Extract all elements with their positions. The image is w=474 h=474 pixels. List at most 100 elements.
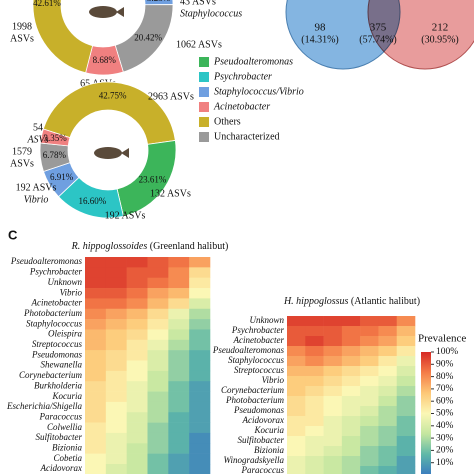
heat-cell <box>126 257 148 268</box>
heat-cell <box>189 308 211 320</box>
heat-cell <box>189 453 211 465</box>
fish-icon <box>94 147 122 159</box>
row-label: Oleispira <box>48 329 83 339</box>
colorbar-tick-label: 30% <box>436 433 454 443</box>
heat-cell <box>105 422 127 434</box>
slice-label: 42.61% <box>33 0 61 8</box>
heat-cell <box>323 446 343 457</box>
heat-cell <box>105 308 127 320</box>
heat-cell <box>147 381 169 392</box>
heat-cell <box>360 366 379 377</box>
heat-cell <box>341 356 361 367</box>
heat-cell <box>378 326 398 337</box>
row-label: Photobacterium <box>225 395 284 405</box>
heat-cell <box>396 396 416 407</box>
heat-cell <box>305 426 324 437</box>
heat-cell <box>126 288 148 299</box>
heat-cell <box>378 386 398 397</box>
heat-cell <box>341 406 361 417</box>
row-label: Kocuria <box>253 425 284 435</box>
heat-cell <box>396 376 416 387</box>
heat-cell <box>305 386 324 397</box>
heat-cell <box>287 436 306 447</box>
heat-cell <box>85 453 107 465</box>
heat-cell <box>189 401 211 413</box>
heat-cell <box>189 329 211 341</box>
row-label: Acinetobacter <box>31 298 83 308</box>
slice-label: 23.61% <box>139 175 167 185</box>
row-label: Psychrobacter <box>29 267 83 277</box>
heat-cell <box>126 267 148 278</box>
heat-cell <box>360 456 379 467</box>
slice-label: 20.42% <box>134 32 162 42</box>
heat-cell <box>378 426 398 437</box>
heat-cell <box>341 336 361 347</box>
heat-cell <box>341 346 361 357</box>
legend-label: Pseudoalteromonas <box>213 56 293 67</box>
outer-label: 1998 <box>12 21 32 32</box>
row-label: Vibrio <box>262 375 285 385</box>
slice-label: 42.75% <box>99 90 127 100</box>
pie-slice <box>39 128 71 147</box>
colorbar-tick-label: 90% <box>436 359 454 369</box>
heat-cell <box>360 356 379 367</box>
heat-cell <box>147 391 169 403</box>
colorbar-tick-label: 20% <box>436 446 454 456</box>
heat-cell <box>85 443 107 454</box>
heat-cell <box>305 346 324 357</box>
slice-label: 8.68% <box>93 55 117 65</box>
heat-cell <box>189 277 211 289</box>
heat-cell <box>147 412 169 423</box>
heat-cell <box>85 464 107 474</box>
heat-cell <box>126 350 148 361</box>
heat-cell <box>305 446 324 457</box>
heat-cell <box>189 257 211 268</box>
venn-count: 375 <box>370 22 387 34</box>
heat-cell <box>396 466 416 474</box>
heat-cell <box>305 376 324 387</box>
heat-cell <box>168 370 190 382</box>
heat-cell <box>168 298 190 310</box>
heat-cell <box>360 326 379 337</box>
heat-cell <box>287 466 306 474</box>
heat-cell <box>85 277 107 289</box>
heat-cell <box>189 381 211 392</box>
heat-cell <box>85 257 107 268</box>
heat-cell <box>360 316 379 327</box>
row-label: Bizionia <box>52 443 83 453</box>
heat-cell <box>168 401 190 413</box>
heat-cell <box>105 391 127 403</box>
heat-cell <box>341 446 361 457</box>
heat-cell <box>323 376 343 387</box>
heat-cell <box>378 466 398 474</box>
heat-cell <box>168 453 190 465</box>
heat-cell <box>168 432 190 444</box>
heat-cell <box>378 406 398 417</box>
venn-set <box>367 0 474 70</box>
heat-cell <box>360 426 379 437</box>
heat-cell <box>341 366 361 377</box>
heat-cell <box>85 288 107 299</box>
heat-cell <box>360 436 379 447</box>
heat-cell <box>189 464 211 474</box>
legend-swatch <box>199 57 209 67</box>
row-label: Bizionia <box>254 445 285 455</box>
heat-cell <box>147 267 169 278</box>
colorbar-tick-label: 60% <box>436 396 454 406</box>
heat-cell <box>85 329 107 341</box>
pie-slice <box>32 0 94 74</box>
heat-cell <box>305 366 324 377</box>
heat-cell <box>323 346 343 357</box>
heat-cell <box>147 329 169 341</box>
heat-cell <box>323 436 343 447</box>
outer-label: 1579 <box>12 146 32 157</box>
heat-cell <box>378 366 398 377</box>
heat-cell <box>341 396 361 407</box>
heat-cell <box>323 416 343 427</box>
heat-cell <box>85 391 107 403</box>
heat-cell <box>147 339 169 351</box>
heat-cell <box>126 412 148 423</box>
heat-cell <box>147 277 169 289</box>
outer-label: ASVs <box>10 33 34 44</box>
slice-label: 6.91% <box>50 172 74 182</box>
